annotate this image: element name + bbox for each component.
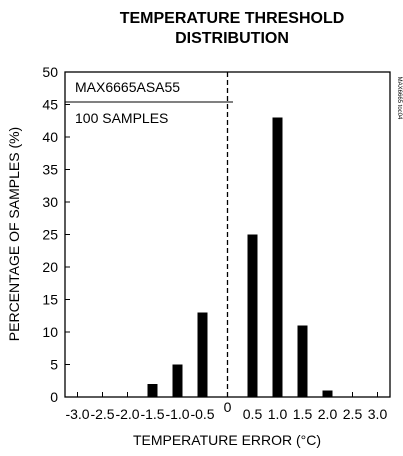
y-tick-label-6: 30 [42,194,58,210]
x-tick-label-9: 1.5 [293,406,313,422]
x-axis-label: TEMPERATURE ERROR (°C) [133,432,321,448]
x-tick-label-12: 3.0 [368,406,388,422]
y-tick-label-9: 45 [42,97,58,113]
y-tick-label-10: 50 [42,64,58,80]
bar-2 [197,312,208,397]
x-tick-label-7: 0.5 [243,406,263,422]
x-tick-label-11: 2.5 [343,406,363,422]
x-ticks-group: -3.0 -2.5 -2.0 -1.5 -1.0 -0.5 0 0.5 1.0 1.5 2.0 2.5… [65,392,387,422]
y-tick-label-8: 40 [42,129,58,145]
x-tick-label-5: -0.5 [190,406,214,422]
x-tick-label-10: 2.0 [318,406,338,422]
x-tick-label-2: -2.0 [115,406,139,422]
x-tick-label-1: -2.5 [90,406,114,422]
x-tick-label-4: -1.0 [165,406,189,422]
y-axis-label: PERCENTAGE OF SAMPLES (%) [6,127,22,341]
bar-5 [297,325,308,397]
y-tick-label-4: 20 [42,259,58,275]
bar-3 [247,234,258,397]
y-tick-label-7: 35 [42,162,58,178]
annotation-sample-count: 100 SAMPLES [75,110,168,126]
y-tick-label-0: 0 [50,389,58,405]
y-tick-label-1: 5 [50,357,58,373]
bar-0 [147,384,158,397]
x-tick-label-8: 1.0 [268,406,288,422]
y-tick-label-3: 15 [42,292,58,308]
x-tick-label-3: -1.5 [140,406,164,422]
bar-4 [272,117,283,397]
chart-title-line-1: TEMPERATURE THRESHOLD [120,10,345,27]
bar-1 [172,364,183,397]
y-tick-label-2: 10 [42,324,58,340]
x-tick-label-0: -3.0 [65,406,89,422]
side-id-label: MAX6665 toc04 [396,77,402,120]
y-ticks-group: 0 5 10 15 20 25 30 35 40 45 50 [42,64,70,405]
annotation-part-number: MAX6665ASA55 [75,79,180,95]
x-tick-label-6: 0 [224,399,232,415]
chart-title-line-2: DISTRIBUTION [175,30,289,47]
bars-group [147,117,333,397]
y-tick-label-5: 25 [42,227,58,243]
